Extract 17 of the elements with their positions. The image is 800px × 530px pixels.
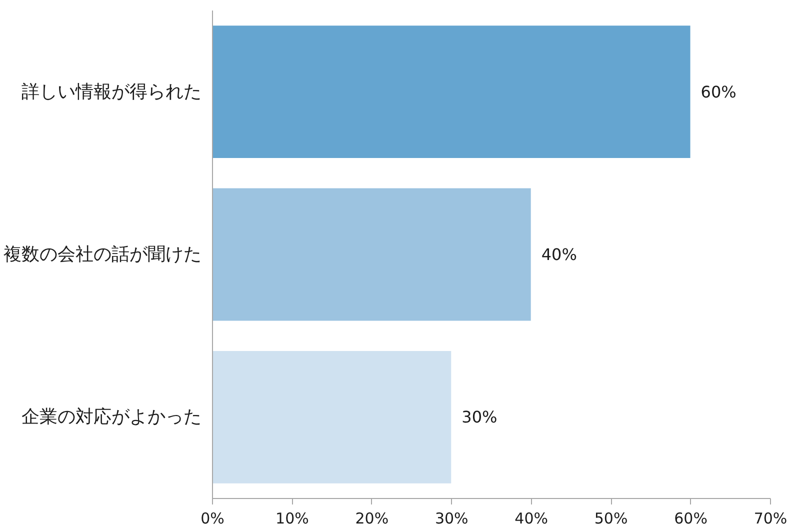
x-tick-label: 40% bbox=[514, 510, 548, 528]
y-tick-label: 詳しい情報が得られた bbox=[22, 81, 202, 102]
x-tick-label: 70% bbox=[754, 510, 788, 528]
x-tick-label: 10% bbox=[276, 510, 309, 528]
y-tick-label: 企業の対応がよかった bbox=[22, 406, 202, 428]
x-tick-label: 50% bbox=[594, 510, 628, 528]
bar bbox=[212, 24, 692, 160]
x-tick-label: 0% bbox=[200, 510, 224, 528]
data-label: 60% bbox=[700, 82, 736, 102]
data-label: 40% bbox=[541, 245, 577, 264]
x-tick-label: 20% bbox=[355, 510, 389, 528]
x-tick-label: 30% bbox=[434, 510, 468, 528]
bar bbox=[212, 350, 452, 484]
data-label: 30% bbox=[462, 408, 498, 427]
bar bbox=[212, 187, 532, 322]
y-tick-label: 複数の会社の話が聞けた bbox=[4, 244, 202, 265]
x-tick-label: 60% bbox=[674, 510, 708, 528]
